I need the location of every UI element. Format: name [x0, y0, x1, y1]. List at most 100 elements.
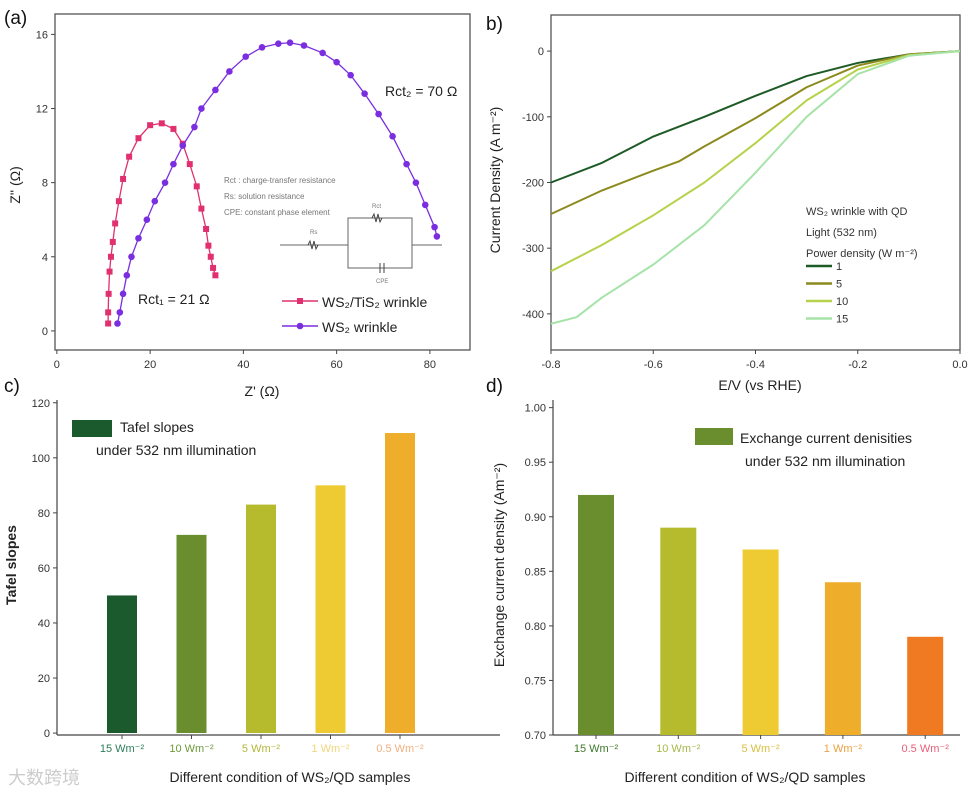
series-line — [550, 50, 961, 184]
data-point — [258, 44, 266, 51]
legend-marker — [297, 298, 303, 304]
data-point — [412, 179, 420, 186]
data-point — [421, 201, 429, 209]
x-tick-label: 60 — [331, 359, 343, 371]
y-tick-label: 8 — [42, 178, 48, 190]
y-tick-label: 1.00 — [525, 403, 546, 415]
category-label: 10 Wm⁻² — [169, 743, 214, 755]
series-line — [550, 50, 961, 325]
circuit-rct: Rct — [372, 204, 381, 210]
series-line — [550, 50, 961, 273]
y-tick-label: 0.70 — [525, 730, 546, 742]
y-tick-label: 12 — [36, 104, 48, 116]
data-point — [128, 253, 135, 261]
data-point — [403, 160, 410, 168]
category-label: 15 Wm⁻² — [100, 743, 145, 755]
legend-label: under 532 nm illumination — [745, 453, 905, 469]
bar — [907, 636, 944, 735]
x-tick-label: 80 — [424, 359, 436, 371]
data-point — [198, 205, 205, 212]
y-tick-label: 0 — [44, 728, 50, 740]
data-point — [186, 161, 193, 168]
resistor-rs-icon — [307, 239, 319, 251]
data-point — [158, 120, 165, 127]
y-axis-label: Current Density (A m⁻²) — [487, 107, 503, 254]
data-point — [212, 272, 219, 279]
legend-marker — [296, 322, 304, 330]
data-point — [203, 225, 210, 232]
y-tick-label: 0 — [538, 46, 544, 58]
data-point — [333, 58, 340, 66]
x-axis-label: Different condition of WS₂/QD samples — [170, 769, 411, 785]
data-point — [106, 268, 113, 275]
y-tick-label: -400 — [522, 309, 544, 321]
y-axis-label: Tafel slopes — [3, 525, 19, 605]
rct2-label: Rct₂ = 70 Ω — [385, 83, 457, 99]
y-tick-label: 16 — [36, 29, 48, 41]
data-point — [105, 309, 112, 316]
legend-label: WS₂ wrinkle — [322, 319, 398, 335]
data-point — [431, 223, 438, 231]
series-line — [550, 50, 961, 215]
x-tick-label: 20 — [144, 359, 156, 371]
data-point — [116, 309, 124, 316]
circuit-rs: Rs — [310, 230, 317, 236]
bar — [176, 534, 207, 733]
category-label: 1 Wm⁻² — [824, 743, 863, 755]
data-point — [135, 135, 142, 142]
data-point — [361, 90, 368, 97]
data-point — [151, 197, 159, 205]
legend-title: WS₂ wrinkle with QD — [806, 206, 908, 218]
x-tick-label: -0.8 — [542, 359, 561, 371]
data-point — [193, 183, 200, 190]
data-point — [120, 175, 127, 182]
data-point — [179, 142, 187, 149]
plot-frame — [54, 13, 471, 351]
y-tick-label: -100 — [522, 112, 544, 124]
data-point — [389, 133, 396, 140]
bar — [578, 494, 614, 735]
x-tick-label: -0.2 — [848, 359, 867, 371]
legend-label: Tafel slopes — [120, 419, 194, 435]
data-point — [119, 290, 127, 298]
data-point — [319, 49, 326, 57]
bar — [246, 504, 276, 733]
x-tick-label: -0.6 — [644, 359, 663, 371]
capacitor-cpe-icon — [379, 263, 385, 273]
data-point — [347, 71, 354, 79]
data-point — [198, 105, 205, 112]
plot-frame — [550, 14, 961, 351]
legend-title: Power density (W m⁻²) — [806, 248, 918, 260]
watermark: 大数跨境 — [8, 768, 80, 789]
y-tick-label: 60 — [38, 563, 50, 575]
rct1-label: Rct₁ = 21 Ω — [138, 291, 210, 307]
circuit-wires — [280, 217, 442, 269]
category-label: 10 Wm⁻² — [656, 743, 701, 755]
legend-label: Exchange current denisities — [740, 430, 912, 446]
data-point — [205, 242, 212, 249]
y-tick-label: -200 — [522, 178, 544, 190]
data-point — [143, 216, 151, 224]
category-label: 5 Wm⁻² — [741, 743, 780, 755]
data-point — [147, 122, 154, 129]
y-tick-label: 0.85 — [525, 566, 546, 578]
bar — [660, 527, 697, 735]
y-axis-label: Exchange current density (Am⁻²) — [491, 463, 507, 667]
data-point — [123, 272, 131, 279]
y-tick-label: 0.90 — [525, 512, 546, 524]
note-rct: Rct : charge-transfer resistance — [224, 176, 336, 185]
data-point — [170, 125, 177, 132]
x-axis-label: Z' (Ω) — [245, 383, 280, 399]
legend-label: 10 — [836, 296, 848, 308]
legend-swatch — [695, 428, 733, 445]
y-tick-label: 0 — [42, 326, 48, 338]
data-point — [300, 42, 308, 49]
note-cpe: CPE: constant phase element — [224, 208, 331, 217]
x-axis-label: Different condition of WS₂/QD samples — [625, 769, 866, 785]
bar — [107, 595, 137, 733]
panel-label: (a) — [4, 8, 27, 29]
bar — [385, 433, 415, 733]
data-point — [161, 179, 169, 186]
x-tick-label: 0 — [54, 359, 60, 371]
